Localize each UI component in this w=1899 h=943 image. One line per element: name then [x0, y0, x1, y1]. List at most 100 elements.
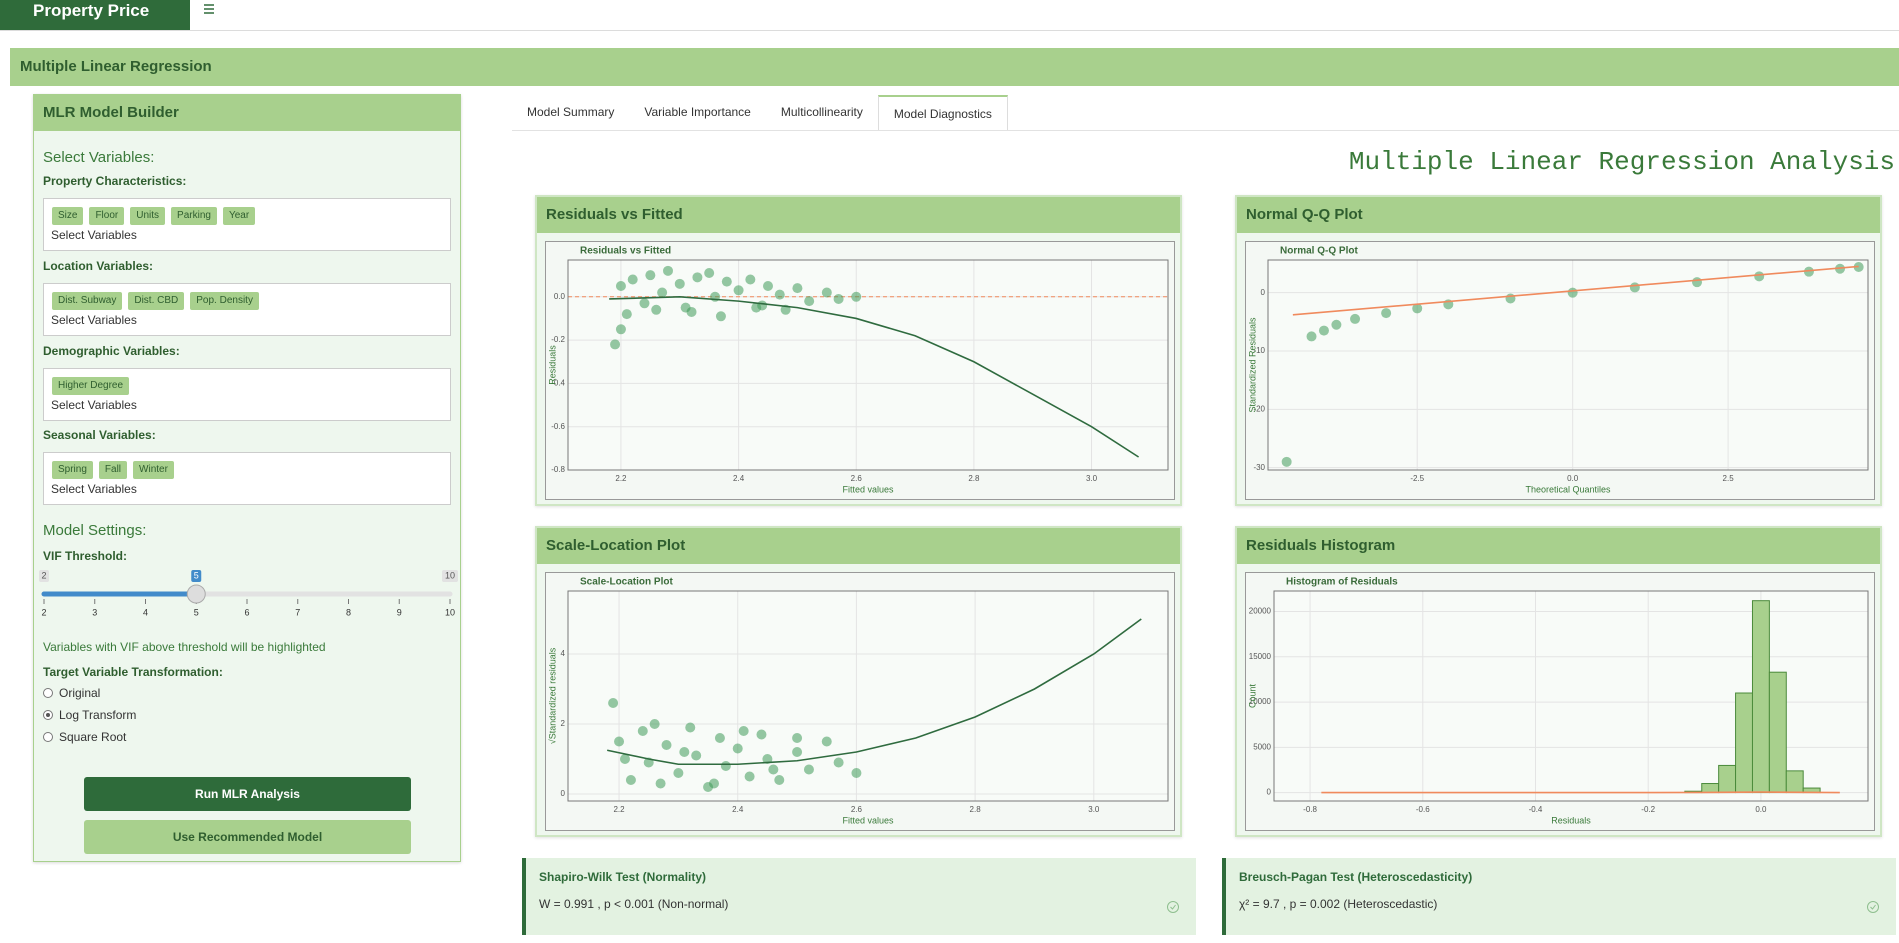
tag[interactable]: Units [130, 207, 166, 225]
radio-circle[interactable] [43, 688, 53, 698]
radio-label: Square Root [59, 730, 127, 744]
point [833, 757, 844, 768]
tab[interactable]: Model Diagnostics [877, 95, 1008, 130]
x-tick-label: 2.8 [970, 805, 982, 814]
slider-tick-label: 6 [244, 607, 249, 617]
tab[interactable]: Variable Importance [644, 105, 751, 119]
point [708, 778, 719, 789]
placeholder: Select Variables [51, 482, 137, 496]
y-tick-label: -20 [1253, 404, 1265, 413]
group-label: Property Characteristics: [43, 174, 187, 188]
tag-list: Dist. Subway Dist. CBD Pop. Density [52, 292, 259, 310]
point [614, 736, 625, 747]
placeholder: Select Variables [51, 313, 137, 327]
menu-icon[interactable] [202, 2, 218, 18]
slider-min-bubble [39, 570, 49, 582]
slider-tick-label: 2 [41, 607, 46, 617]
tag[interactable]: Floor [89, 207, 125, 225]
select-box[interactable]: Higher Degree Select Variables [43, 368, 451, 421]
group-label: Seasonal Variables: [43, 428, 156, 442]
y-tick-label: 0 [1261, 288, 1266, 297]
tag[interactable]: Pop. Density [190, 292, 259, 310]
tab[interactable]: Multicollinearity [780, 105, 863, 119]
point [645, 270, 656, 281]
x-tick-label: 2.4 [733, 474, 745, 483]
slider-value-label: 5 [194, 570, 199, 580]
slider-handle[interactable] [186, 584, 206, 604]
tag[interactable]: Dist. CBD [128, 292, 185, 310]
radio-circle[interactable] [43, 732, 53, 742]
tag[interactable]: Winter [133, 461, 174, 479]
y-axis-title: Count [1247, 684, 1257, 709]
point [756, 729, 767, 740]
sidebar-title: MLR Model Builder [34, 95, 460, 131]
point [745, 274, 756, 285]
tag[interactable]: Year [222, 207, 256, 225]
radio-option[interactable]: Square Root [43, 730, 126, 744]
x-axis-title: Fitted values [842, 484, 894, 494]
histogram-bar [1701, 783, 1720, 794]
tag-list: Higher Degree [52, 377, 130, 395]
tab[interactable]: Model Summary [527, 105, 615, 119]
tag[interactable]: Size [52, 207, 84, 225]
x-axis-title: Theoretical Quantiles [1525, 484, 1611, 494]
tag[interactable]: Parking [171, 207, 217, 225]
fit-line [609, 296, 1140, 458]
point [774, 775, 785, 785]
radio-option[interactable]: Original [43, 686, 100, 700]
slider-max-label: 10 [445, 570, 455, 580]
point [691, 750, 702, 761]
x-tick-label: -0.6 [1416, 805, 1430, 814]
x-tick-label: -0.4 [1529, 805, 1543, 814]
app-title[interactable]: Property Price [0, 0, 190, 30]
point [792, 733, 803, 743]
plot: -0.8 -0.6 -0.4 -0.2 0.0 0 5000 10000 15000 20000 H… [1245, 572, 1875, 831]
point [821, 287, 832, 298]
x-tick-label: 0.0 [1755, 805, 1767, 814]
select-box[interactable]: Size Floor Units Parking Year Select Variable… [43, 198, 451, 251]
y-tick-label: -30 [1253, 463, 1265, 472]
transform-label: Target Variable Transformation: [43, 665, 223, 679]
select-box[interactable]: Dist. Subway Dist. CBD Pop. Density Select … [43, 283, 451, 336]
check-mark [1870, 904, 1876, 910]
recommended-button[interactable]: Use Recommended Model [84, 820, 411, 854]
radio-circle[interactable] [43, 710, 53, 720]
y-tick-label: 15000 [1249, 652, 1272, 661]
select-box[interactable]: Spring Fall Winter Select Variables [43, 452, 451, 505]
radio-option[interactable]: Log Transform [43, 708, 136, 722]
plot-frame [567, 590, 1169, 802]
tag[interactable]: Dist. Subway [52, 292, 123, 310]
tag[interactable]: Higher Degree [52, 377, 130, 395]
point [610, 339, 621, 350]
tag[interactable]: Fall [98, 461, 128, 479]
point [763, 280, 773, 291]
tab-bar: Model Summary Variable Importance Multicol… [512, 95, 1899, 131]
point [621, 309, 632, 320]
check-icon [1167, 901, 1179, 913]
point [733, 285, 744, 296]
y-tick-label: 0.0 [554, 292, 566, 301]
check-circle [1167, 901, 1179, 913]
y-axis-title: Residuals [547, 345, 557, 385]
plot-area [568, 260, 1168, 470]
histogram-bar [1785, 770, 1804, 794]
tag[interactable]: Spring [52, 461, 93, 479]
point [1803, 266, 1814, 277]
point [715, 311, 726, 322]
point [1350, 313, 1361, 324]
y-tick-label: -0.6 [551, 422, 565, 431]
vif-slider[interactable]: 2 10 5 2 3 4 5 6 7 8 9 10 [34, 561, 462, 623]
point [639, 298, 650, 309]
histogram-bar [1718, 764, 1737, 794]
placeholder: Select Variables [51, 398, 137, 412]
point [1306, 331, 1317, 342]
point [637, 726, 648, 736]
point [1629, 282, 1640, 293]
point [804, 296, 815, 307]
point [661, 740, 672, 750]
y-tick-label: 4 [561, 649, 566, 658]
run-button[interactable]: Run MLR Analysis [84, 777, 411, 811]
plot-title: Histogram of Residuals [1286, 577, 1398, 588]
test-title: Shapiro-Wilk Test (Normality) [539, 870, 707, 884]
